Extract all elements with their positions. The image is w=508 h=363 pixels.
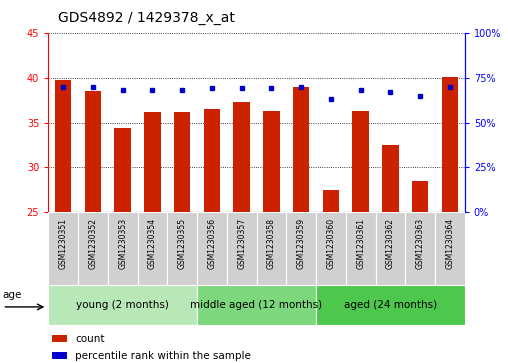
Bar (375, 212, 405, 285)
Text: GSM1230352: GSM1230352 (88, 218, 98, 269)
Text: GSM1230360: GSM1230360 (327, 218, 335, 269)
Text: GSM1230357: GSM1230357 (237, 218, 246, 269)
Bar (442, 77, 458, 212)
Bar (108, 212, 138, 285)
Bar (405, 212, 435, 285)
Text: GSM1230356: GSM1230356 (207, 218, 216, 269)
Bar (174, 112, 190, 212)
Bar (257, 212, 287, 285)
Bar (85, 91, 101, 212)
Text: young (2 months): young (2 months) (76, 300, 169, 310)
Bar (55, 80, 71, 212)
Bar (353, 111, 369, 212)
Bar (138, 212, 167, 285)
Bar (204, 109, 220, 212)
Bar (346, 212, 375, 285)
Text: GSM1230354: GSM1230354 (148, 218, 157, 269)
Text: GSM1230355: GSM1230355 (178, 218, 186, 269)
Bar (52, 352, 67, 359)
Text: aged (24 months): aged (24 months) (344, 300, 437, 310)
Bar (197, 285, 316, 325)
Text: count: count (75, 334, 105, 344)
Text: GSM1230351: GSM1230351 (58, 218, 68, 269)
Bar (144, 112, 161, 212)
Bar (78, 212, 108, 285)
Text: GSM1230363: GSM1230363 (416, 218, 425, 269)
Text: GSM1230362: GSM1230362 (386, 218, 395, 269)
Bar (287, 212, 316, 285)
Bar (52, 335, 67, 342)
Bar (382, 145, 399, 212)
Text: GSM1230359: GSM1230359 (297, 218, 306, 269)
Text: age: age (3, 290, 22, 300)
Text: GSM1230353: GSM1230353 (118, 218, 127, 269)
Bar (412, 181, 428, 212)
Text: GSM1230358: GSM1230358 (267, 218, 276, 269)
Bar (114, 128, 131, 212)
Text: percentile rank within the sample: percentile rank within the sample (75, 351, 251, 361)
Bar (167, 212, 197, 285)
Text: GSM1230361: GSM1230361 (356, 218, 365, 269)
Text: GDS4892 / 1429378_x_at: GDS4892 / 1429378_x_at (58, 11, 235, 25)
Bar (316, 285, 465, 325)
Bar (48, 285, 197, 325)
Bar (435, 212, 465, 285)
Bar (48, 212, 78, 285)
Bar (293, 86, 309, 212)
Bar (234, 102, 250, 212)
Bar (197, 212, 227, 285)
Bar (316, 212, 346, 285)
Text: middle aged (12 months): middle aged (12 months) (190, 300, 323, 310)
Bar (227, 212, 257, 285)
Bar (323, 190, 339, 212)
Text: GSM1230364: GSM1230364 (446, 218, 455, 269)
Bar (263, 111, 279, 212)
